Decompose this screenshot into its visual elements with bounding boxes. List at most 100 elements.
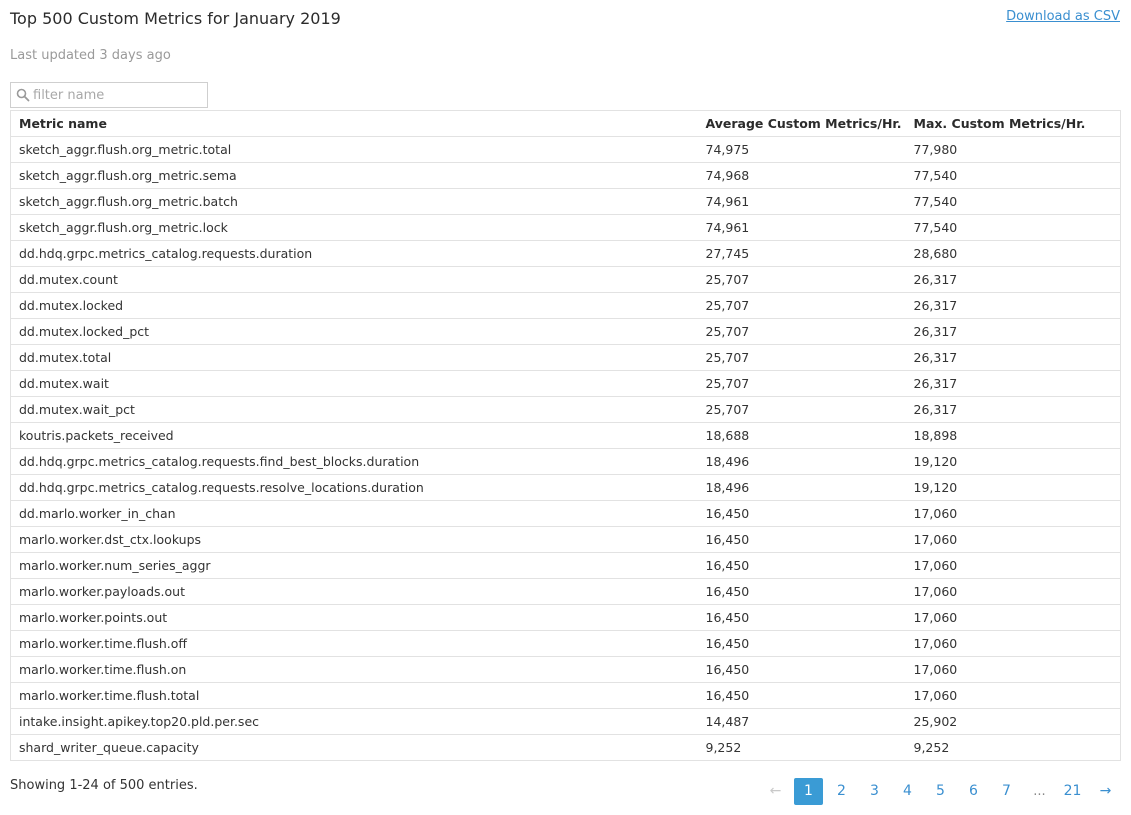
table-row: marlo.worker.payloads.out 16,450 17,060 [10, 578, 1121, 605]
average-cell: 25,707 [697, 344, 906, 371]
table-row: dd.mutex.locked_pct 25,707 26,317 [10, 318, 1121, 345]
table-row: dd.mutex.total 25,707 26,317 [10, 344, 1121, 371]
metric-name-cell: intake.insight.apikey.top20.pld.per.sec [10, 708, 698, 735]
average-cell: 25,707 [697, 266, 906, 293]
average-cell: 25,707 [697, 318, 906, 345]
metric-name-cell: dd.mutex.wait [10, 370, 698, 397]
max-cell: 26,317 [905, 266, 1121, 293]
page-button-2[interactable]: 2 [837, 783, 846, 799]
max-cell: 19,120 [905, 474, 1121, 501]
table-row: marlo.worker.dst_ctx.lookups 16,450 17,060 [10, 526, 1121, 553]
table-row: marlo.worker.time.flush.total 16,450 17,06… [10, 682, 1121, 709]
page-button-1[interactable]: 1 [794, 778, 823, 805]
page-button-6[interactable]: 6 [969, 783, 978, 799]
metric-name-cell: marlo.worker.points.out [10, 604, 698, 631]
table-row: dd.mutex.count 25,707 26,317 [10, 266, 1121, 293]
table-row: dd.mutex.wait_pct 25,707 26,317 [10, 396, 1121, 423]
table-body: sketch_aggr.flush.org_metric.total 74,975… [10, 136, 1121, 761]
table-row: sketch_aggr.flush.org_metric.batch 74,961… [10, 188, 1121, 215]
page-button-3[interactable]: 3 [870, 783, 879, 799]
column-header-max[interactable]: Max. Custom Metrics/Hr. [905, 110, 1121, 137]
table-row: dd.marlo.worker_in_chan 16,450 17,060 [10, 500, 1121, 527]
average-cell: 16,450 [697, 656, 906, 683]
table-row: sketch_aggr.flush.org_metric.total 74,975… [10, 136, 1121, 163]
metrics-table: Metric name Average Custom Metrics/Hr.↓ … [10, 110, 1121, 761]
table-row: intake.insight.apikey.top20.pld.per.sec 1… [10, 708, 1121, 735]
entries-info: Showing 1-24 of 500 entries. [10, 778, 198, 793]
average-cell: 25,707 [697, 292, 906, 319]
next-page-button[interactable]: → [1099, 783, 1112, 799]
max-cell: 25,902 [905, 708, 1121, 735]
last-updated-text: Last updated 3 days ago [10, 48, 171, 63]
average-cell: 74,961 [697, 188, 906, 215]
max-cell: 17,060 [905, 552, 1121, 579]
metric-name-cell: marlo.worker.time.flush.off [10, 630, 698, 657]
column-header-label: Max. Custom Metrics/Hr. [913, 116, 1086, 131]
average-cell: 9,252 [697, 734, 906, 761]
pagination: ← 1 2 3 4 5 6 7 ... 21 → [757, 778, 1120, 805]
metric-name-cell: dd.mutex.locked_pct [10, 318, 698, 345]
metric-name-cell: marlo.worker.num_series_aggr [10, 552, 698, 579]
average-cell: 74,975 [697, 136, 906, 163]
max-cell: 17,060 [905, 578, 1121, 605]
average-cell: 16,450 [697, 682, 906, 709]
average-cell: 25,707 [697, 370, 906, 397]
metric-name-cell: dd.mutex.wait_pct [10, 396, 698, 423]
max-cell: 77,980 [905, 136, 1121, 163]
page-button-7[interactable]: 7 [1002, 783, 1011, 799]
average-cell: 27,745 [697, 240, 906, 267]
metric-name-cell: dd.mutex.count [10, 266, 698, 293]
average-cell: 14,487 [697, 708, 906, 735]
max-cell: 28,680 [905, 240, 1121, 267]
table-row: koutris.packets_received 18,688 18,898 [10, 422, 1121, 449]
page-button-21[interactable]: 21 [1063, 783, 1082, 799]
average-cell: 25,707 [697, 396, 906, 423]
average-cell: 16,450 [697, 630, 906, 657]
prev-page-button[interactable]: ← [769, 783, 782, 799]
max-cell: 26,317 [905, 396, 1121, 423]
max-cell: 17,060 [905, 500, 1121, 527]
max-cell: 17,060 [905, 630, 1121, 657]
table-row: sketch_aggr.flush.org_metric.sema 74,968 7… [10, 162, 1121, 189]
column-header-metric-name[interactable]: Metric name [10, 110, 698, 137]
metric-name-cell: sketch_aggr.flush.org_metric.batch [10, 188, 698, 215]
max-cell: 26,317 [905, 370, 1121, 397]
table-header-row: Metric name Average Custom Metrics/Hr.↓ … [10, 110, 1121, 137]
max-cell: 77,540 [905, 214, 1121, 241]
page-button-4[interactable]: 4 [903, 783, 912, 799]
average-cell: 16,450 [697, 500, 906, 527]
column-header-label: Metric name [19, 116, 107, 131]
average-cell: 18,496 [697, 448, 906, 475]
average-cell: 16,450 [697, 526, 906, 553]
page-title: Top 500 Custom Metrics for January 2019 [10, 9, 341, 28]
table-row: marlo.worker.num_series_aggr 16,450 17,060 [10, 552, 1121, 579]
pagination-ellipsis: ... [1033, 784, 1046, 799]
max-cell: 17,060 [905, 604, 1121, 631]
average-cell: 18,496 [697, 474, 906, 501]
table-row: marlo.worker.time.flush.off 16,450 17,060 [10, 630, 1121, 657]
search-icon [16, 88, 30, 102]
average-cell: 18,688 [697, 422, 906, 449]
max-cell: 19,120 [905, 448, 1121, 475]
metric-name-cell: sketch_aggr.flush.org_metric.total [10, 136, 698, 163]
table-row: dd.hdq.grpc.metrics_catalog.requests.fin… [10, 448, 1121, 475]
metric-name-cell: dd.marlo.worker_in_chan [10, 500, 698, 527]
max-cell: 17,060 [905, 682, 1121, 709]
table-row: dd.mutex.wait 25,707 26,317 [10, 370, 1121, 397]
metric-name-cell: koutris.packets_received [10, 422, 698, 449]
max-cell: 18,898 [905, 422, 1121, 449]
page-button-5[interactable]: 5 [936, 783, 945, 799]
table-row: dd.hdq.grpc.metrics_catalog.requests.res… [10, 474, 1121, 501]
table-row: sketch_aggr.flush.org_metric.lock 74,961 7… [10, 214, 1121, 241]
filter-name-input[interactable] [33, 86, 203, 104]
column-header-average[interactable]: Average Custom Metrics/Hr.↓ [697, 110, 906, 137]
max-cell: 77,540 [905, 162, 1121, 189]
max-cell: 26,317 [905, 292, 1121, 319]
download-csv-link[interactable]: Download as CSV [1006, 9, 1120, 24]
metric-name-cell: sketch_aggr.flush.org_metric.lock [10, 214, 698, 241]
metric-name-cell: marlo.worker.time.flush.on [10, 656, 698, 683]
average-cell: 16,450 [697, 552, 906, 579]
average-cell: 74,968 [697, 162, 906, 189]
filter-box [10, 82, 208, 108]
table-row: dd.mutex.locked 25,707 26,317 [10, 292, 1121, 319]
